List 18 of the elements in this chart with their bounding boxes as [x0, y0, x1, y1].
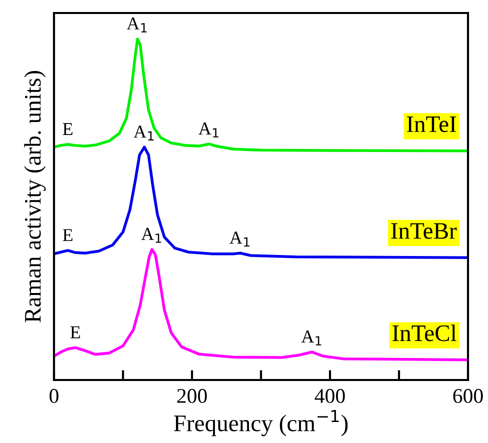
annotation: A$_{1}$	[126, 18, 147, 32]
annotation: A$_{1}$	[198, 122, 218, 138]
y-axis-title: Raman activity (arb. units)	[24, 70, 46, 322]
series-label: InTeCl	[392, 324, 456, 342]
x-tick-label: 600	[453, 388, 483, 403]
annotation: E	[62, 229, 72, 242]
annotation: A$_{1}$	[134, 126, 154, 140]
annotation: A$_{1}$	[301, 330, 322, 346]
x-tick-label: 400	[314, 388, 345, 403]
series-label: InTeBr	[391, 223, 457, 239]
annotation: A$_{1}$	[230, 232, 250, 247]
annotation: E	[62, 123, 72, 135]
x-axis-title: Frequency (cm$^{−1}$)	[174, 410, 348, 436]
x-tick-label: 200	[177, 388, 207, 403]
annotation: E	[70, 326, 80, 338]
x-tick-label: 0	[50, 388, 58, 403]
series-label: InTeI	[406, 116, 456, 132]
annotation: A$_{1}$	[141, 228, 162, 243]
